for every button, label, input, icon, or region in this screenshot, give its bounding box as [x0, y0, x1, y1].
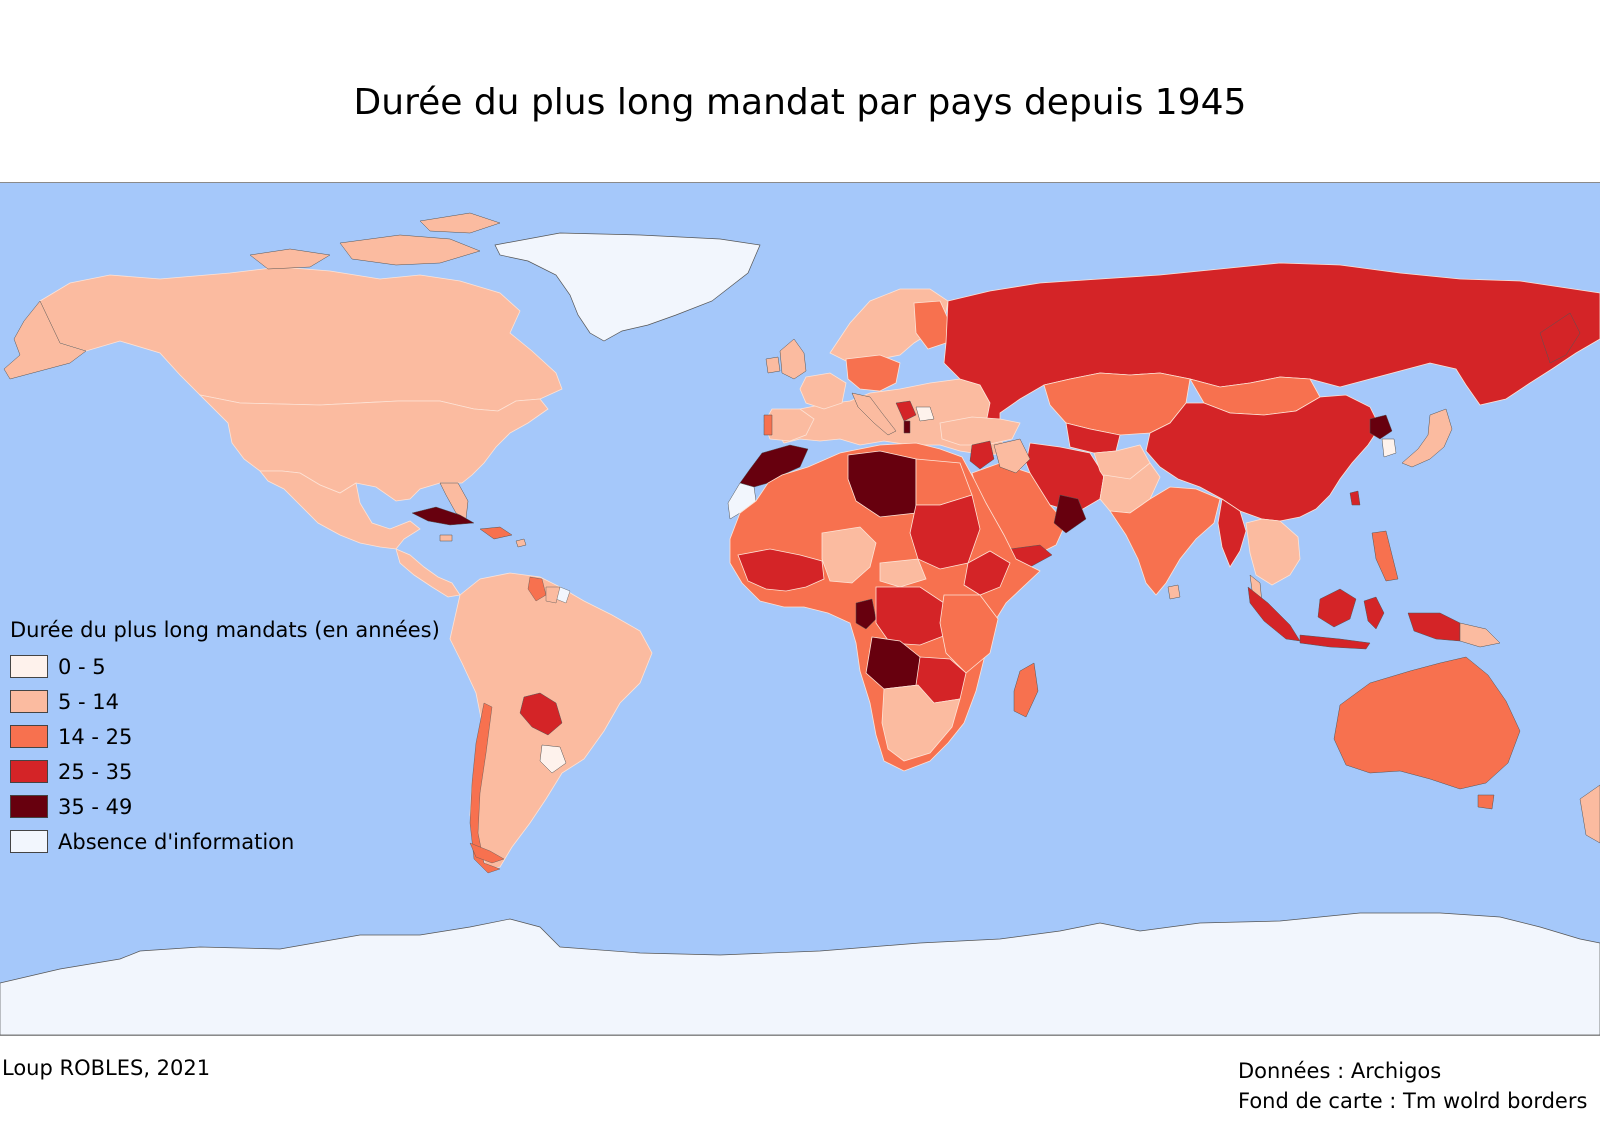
new-zealand	[1579, 784, 1600, 844]
arctic-islands	[249, 212, 501, 270]
legend-item: 35 - 49	[10, 789, 440, 824]
australia	[1333, 656, 1521, 790]
korea-south	[1381, 438, 1397, 458]
ethiopia	[963, 550, 1011, 596]
legend-label: 5 - 14	[58, 689, 120, 714]
madagascar	[1013, 662, 1039, 718]
legend-swatch	[10, 725, 48, 748]
legend-label: 0 - 5	[58, 654, 106, 679]
west-africa	[737, 548, 825, 592]
indonesia-sumatra	[1247, 586, 1301, 642]
india	[1109, 486, 1221, 596]
congo-region	[875, 586, 947, 646]
taiwan	[1349, 490, 1361, 506]
uk	[779, 338, 807, 380]
indochina	[1245, 518, 1301, 586]
ireland	[765, 356, 781, 374]
turkey	[939, 416, 1021, 446]
central-african-republic	[879, 558, 927, 588]
albania	[903, 420, 911, 434]
legend-swatch	[10, 830, 48, 853]
china	[1145, 394, 1381, 522]
italy	[851, 392, 897, 436]
yugoslavia	[895, 400, 917, 422]
legend-item: 14 - 25	[10, 719, 440, 754]
sulawesi	[1363, 596, 1385, 630]
chile	[469, 702, 501, 874]
source-credits: Données : Archigos Fond de carte : Tm wo…	[1238, 1056, 1587, 1116]
mexico	[259, 470, 421, 550]
iraq	[993, 438, 1031, 474]
borneo	[1317, 588, 1357, 628]
legend-item: 5 - 14	[10, 684, 440, 719]
uruguay	[539, 744, 567, 774]
antarctica	[0, 912, 1600, 1035]
sri-lanka	[1167, 584, 1181, 600]
indonesia-java	[1299, 634, 1371, 650]
legend-swatch	[10, 795, 48, 818]
suriname	[545, 586, 561, 604]
cuba	[411, 506, 475, 526]
hispaniola	[479, 526, 513, 540]
papua-new-guinea	[1459, 622, 1501, 648]
kamchatka	[1539, 312, 1581, 364]
legend-label: 35 - 49	[58, 794, 133, 819]
legend-label: 25 - 35	[58, 759, 133, 784]
legend-item: 25 - 35	[10, 754, 440, 789]
legend-title: Durée du plus long mandats (en années)	[10, 618, 440, 642]
legend-item: Absence d'information	[10, 824, 440, 859]
france	[799, 372, 847, 410]
syria-levant	[969, 440, 995, 470]
legend-swatch	[10, 690, 48, 713]
world-map	[0, 182, 1600, 1036]
author-credit: Loup ROBLES, 2021	[2, 1056, 211, 1080]
japan	[1401, 408, 1453, 468]
southern-africa	[881, 684, 961, 762]
nigeria-niger	[821, 526, 877, 584]
tasmania	[1477, 794, 1495, 810]
alaska	[3, 300, 87, 380]
legend-swatch	[10, 760, 48, 783]
legend-label: 14 - 25	[58, 724, 133, 749]
cameroon-gabon	[855, 598, 877, 630]
central-europe	[845, 354, 901, 392]
legend-swatch	[10, 655, 48, 678]
guyana-suriname	[527, 576, 547, 602]
greenland	[494, 232, 761, 342]
myanmar	[1217, 498, 1247, 568]
philippines	[1371, 530, 1399, 582]
legend-item: 0 - 5	[10, 649, 440, 684]
portugal	[763, 414, 773, 436]
east-africa	[939, 594, 999, 674]
map-legend: Durée du plus long mandats (en années) 0…	[10, 618, 440, 859]
libya	[847, 450, 917, 518]
data-source: Données : Archigos	[1238, 1059, 1442, 1083]
map-title: Durée du plus long mandat par pays depui…	[353, 82, 1247, 123]
sudan	[909, 494, 981, 570]
korea-north	[1369, 414, 1393, 440]
oman	[1053, 494, 1087, 534]
caribbean-islands	[439, 534, 527, 548]
legend-label: Absence d'information	[58, 829, 295, 854]
tierra-del-fuego	[469, 842, 505, 864]
balkans-nodata	[915, 406, 935, 422]
basemap-source: Fond de carte : Tm wolrd borders	[1238, 1089, 1588, 1113]
paraguay	[519, 692, 563, 736]
